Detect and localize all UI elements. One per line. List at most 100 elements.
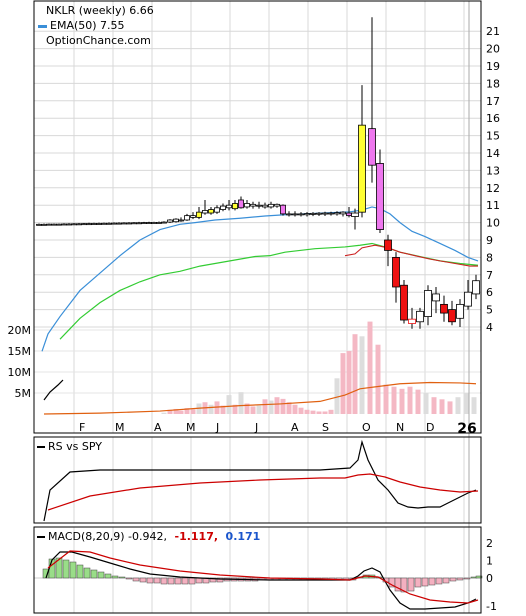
candle-body — [101, 222, 107, 225]
volume-bar — [208, 404, 214, 414]
candle-body — [376, 163, 384, 230]
month-tick-label: M — [186, 421, 196, 434]
rs-black-line — [43, 439, 477, 522]
volume-bar — [399, 388, 405, 414]
candle-body — [208, 209, 214, 214]
macd-histogram-bar — [118, 576, 126, 579]
month-tick-label: S — [322, 421, 329, 434]
macd-histogram-bar — [407, 577, 415, 592]
price-tick-label: 14 — [486, 147, 500, 160]
volume-bar — [280, 398, 286, 414]
macd-tick-label: 2 — [486, 537, 493, 550]
macd-histogram-bar — [475, 575, 483, 579]
macd-histogram-bar — [209, 577, 217, 583]
red-ma-line — [344, 244, 478, 267]
rs-label: RS vs SPY — [37, 440, 102, 453]
ema-legend-swatch — [38, 24, 47, 28]
volume-bar — [447, 401, 453, 414]
ema50-black-segment — [43, 379, 64, 401]
candle-body — [167, 219, 173, 223]
month-tick-label: J — [254, 421, 258, 434]
month-tick-label: N — [396, 421, 404, 434]
candle-body — [268, 203, 274, 208]
candle-body — [86, 223, 92, 226]
candle-body — [106, 222, 112, 225]
candle-body — [36, 223, 42, 226]
candle-body — [280, 204, 286, 215]
macd-histogram-bar — [125, 577, 133, 580]
price-tick-label: 6 — [486, 286, 493, 299]
volume-bar — [391, 386, 397, 414]
ema-legend-label: EMA(50) 7.55 — [50, 19, 125, 32]
volume-bar — [439, 399, 445, 414]
macd-histogram-bar — [449, 577, 457, 582]
candle-body — [358, 124, 366, 213]
macd-histogram-bar — [174, 577, 182, 585]
candle-body — [156, 222, 162, 224]
candle-body — [432, 293, 440, 302]
candle-body — [322, 212, 328, 215]
price-tick-label: 10 — [486, 217, 500, 230]
candle-body — [141, 222, 147, 225]
volume-bar — [346, 351, 352, 414]
macd-histogram-bar — [463, 577, 471, 580]
candle-body — [61, 223, 67, 226]
candle-body — [384, 239, 392, 251]
macd-label: MACD(8,20,9) -0.942, -1.117, 0.171 — [37, 530, 260, 543]
volume-tick-label: 5M — [15, 387, 32, 400]
volume-bar — [340, 353, 346, 414]
chart-title: NKLR (weekly) 6.66 — [46, 4, 154, 17]
candle-body — [151, 222, 157, 224]
volume-bar — [220, 405, 226, 414]
volume-bar — [232, 404, 238, 414]
volume-bar — [214, 401, 220, 414]
candle-body — [244, 203, 250, 208]
macd-histogram-bar — [167, 577, 175, 585]
macd-histogram-bar — [188, 577, 196, 585]
volume-bar — [310, 410, 316, 414]
macd-histogram-bar — [153, 577, 161, 584]
candle-body — [448, 309, 456, 323]
volume-bar — [471, 397, 477, 414]
month-tick-label: M — [115, 421, 125, 434]
candle-body — [111, 222, 117, 225]
candle-body — [286, 213, 292, 216]
price-tick-label: 13 — [486, 164, 500, 177]
volume-bar — [292, 404, 298, 414]
macd-signal-value: -1.117, — [174, 530, 219, 543]
indicator-lines — [41, 206, 479, 401]
macd-histogram-bar — [69, 561, 77, 579]
candle-body — [178, 219, 184, 222]
volume-ma-line — [43, 381, 477, 415]
macd-histogram-bar — [76, 564, 84, 579]
candle-body — [250, 203, 256, 207]
year-tick-label: 26 — [457, 421, 476, 437]
macd-histogram-bar — [62, 559, 70, 579]
volume-bar — [262, 399, 268, 414]
macd-histogram-bar — [111, 575, 119, 579]
volume-bar — [298, 407, 304, 414]
candle-body — [196, 211, 202, 218]
volume-bar — [256, 405, 262, 414]
candle-body — [256, 204, 262, 207]
rs-panel — [43, 439, 479, 522]
month-tick-label: A — [291, 421, 299, 434]
candle-body — [121, 222, 127, 225]
candle-body — [298, 213, 304, 216]
macd-histogram-bar — [97, 571, 105, 579]
price-tick-label: 9 — [486, 234, 493, 247]
volume-bar — [173, 408, 179, 414]
candle-body — [328, 212, 334, 215]
macd-histogram-bar — [216, 577, 224, 583]
rs-red-line — [47, 473, 479, 511]
candle-body — [136, 222, 142, 225]
candle-body — [464, 291, 472, 307]
candle-body — [472, 280, 480, 295]
candle-body — [96, 223, 102, 225]
rs-label-text: RS vs SPY — [48, 440, 102, 453]
volume-bar — [184, 408, 190, 414]
candle-body — [238, 199, 244, 209]
candle-body — [440, 303, 448, 314]
candle-body — [51, 223, 57, 226]
